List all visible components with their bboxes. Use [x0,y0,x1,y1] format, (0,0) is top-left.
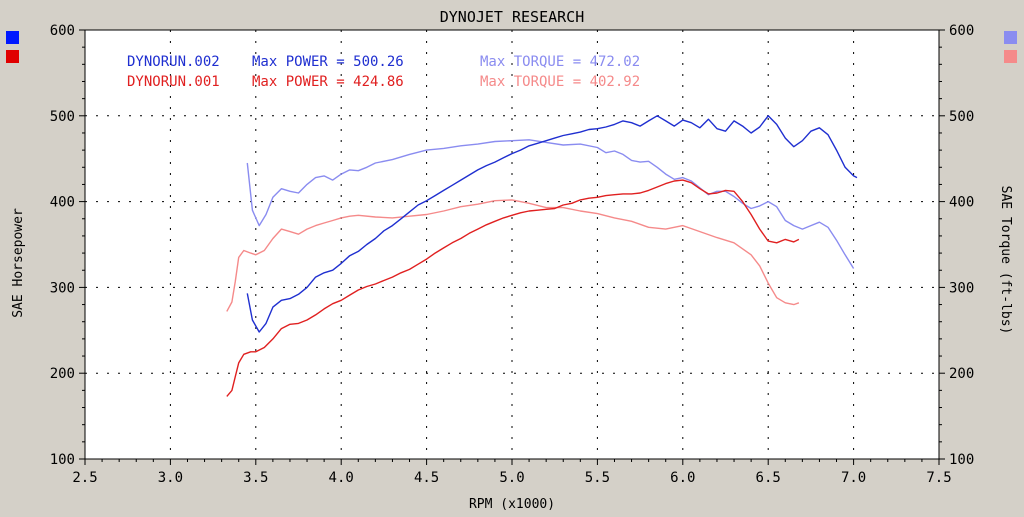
series-color-marker-right [1004,31,1017,44]
x-tick-label: 3.5 [243,470,268,486]
y-axis-label-left: SAE Horsepower [11,208,26,318]
legend-run1-power: DYNORUN.001 [127,74,220,90]
x-tick-label: 6.0 [670,470,695,486]
y-tick-label-right: 400 [949,195,974,211]
y-tick-label-right: 600 [949,23,974,39]
series-layer [226,115,858,397]
legend-run1-power-value: Max POWER = 424.86 [252,74,404,90]
legend-run2-torque-value: Max TORQUE = 472.02 [480,54,640,70]
y-tick-label-left: 600 [50,23,75,39]
series-color-markers [6,31,1017,63]
axis-ticks: 2.5 3.0 3.5 4.0 4.5 5.0 5.5 6.0 6.5 7.0 7.5 100 100 2… [50,23,975,486]
y-tick-label-left: 100 [50,452,75,468]
y-tick-label-left: 400 [50,195,75,211]
series-line [246,139,855,269]
series-color-marker-left [6,50,19,63]
x-tick-label: 3.0 [158,470,183,486]
x-tick-label: 4.5 [414,470,439,486]
legend-run2-power-value: Max POWER = 500.26 [252,54,404,70]
legend: DYNORUN.002 Max POWER = 500.26 Max TORQU… [127,54,640,90]
x-tick-label: 6.5 [756,470,781,486]
legend-run1-torque-value: Max TORQUE = 402.92 [480,74,640,90]
y-tick-label-right: 300 [949,280,974,296]
y-tick-label-left: 500 [50,109,75,125]
x-tick-label: 5.0 [499,470,524,486]
series-color-marker-left [6,31,19,44]
x-tick-label: 7.0 [841,470,866,486]
x-tick-label: 7.5 [926,470,951,486]
legend-run2-power: DYNORUN.002 [127,54,220,70]
series-line [246,115,858,333]
chart-title: DYNOJET RESEARCH [440,8,585,26]
y-tick-label-right: 200 [949,366,974,382]
y-tick-label-left: 200 [50,366,75,382]
x-tick-label: 5.5 [585,470,610,486]
y-tick-label-right: 100 [949,452,974,468]
y-tick-label-left: 300 [50,280,75,296]
x-tick-label: 2.5 [72,470,97,486]
plot-background [84,29,940,460]
series-line [226,179,800,397]
x-tick-label: 4.0 [329,470,354,486]
series-color-marker-right [1004,50,1017,63]
x-axis-label: RPM (x1000) [469,497,555,512]
y-tick-label-right: 500 [949,109,974,125]
y-axis-label-right: SAE Torque (ft-lbs) [998,186,1013,335]
series-line [226,199,800,312]
